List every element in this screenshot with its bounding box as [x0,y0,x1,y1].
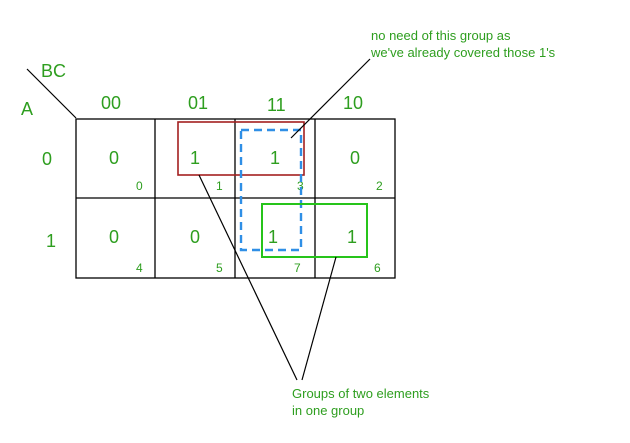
vertical-group-dashed-outline [239,128,303,252]
top-note-line-1: no need of this group as [371,28,511,43]
col-header-01: 01 [188,93,208,113]
cell-index-m0: 0 [136,179,143,193]
horizontal-group-outline [261,203,368,258]
cell-value-m1: 1 [190,148,200,168]
top-note-pointer [290,58,371,139]
cell-index-m6: 6 [374,261,381,275]
cell-value-m5: 0 [190,227,200,247]
cell-index-m2: 2 [376,179,383,193]
bottom-note-pointer-left [198,174,298,381]
cell-value-m6: 1 [347,227,357,247]
cell-index-m4: 4 [136,261,143,275]
row-header-1: 1 [46,231,56,251]
cell-index-m1: 1 [216,179,223,193]
col-header-10: 10 [343,93,363,113]
row-variable-label: A [21,99,33,119]
cell-value-m3: 1 [270,148,280,168]
bottom-note-line-2: in one group [292,403,364,418]
cell-index-m7: 7 [294,261,301,275]
row-header-0: 0 [42,149,52,169]
bottom-note-line-1: Groups of two elements [292,386,430,401]
cell-value-m2: 0 [350,148,360,168]
cell-value-m7: 1 [268,227,278,247]
cell-value-m4: 0 [109,227,119,247]
kmap-grid [75,118,396,279]
top-note-line-2: we've already covered those 1's [370,45,556,60]
col-header-00: 00 [101,93,121,113]
cell-value-m0: 0 [109,148,119,168]
cell-index-m5: 5 [216,261,223,275]
cell-index-m3: 3 [297,179,304,193]
bottom-note-pointer-right [301,256,337,381]
col-variable-label: BC [41,61,66,81]
col-header-11: 11 [267,95,286,115]
corner-diagonal [26,68,77,119]
